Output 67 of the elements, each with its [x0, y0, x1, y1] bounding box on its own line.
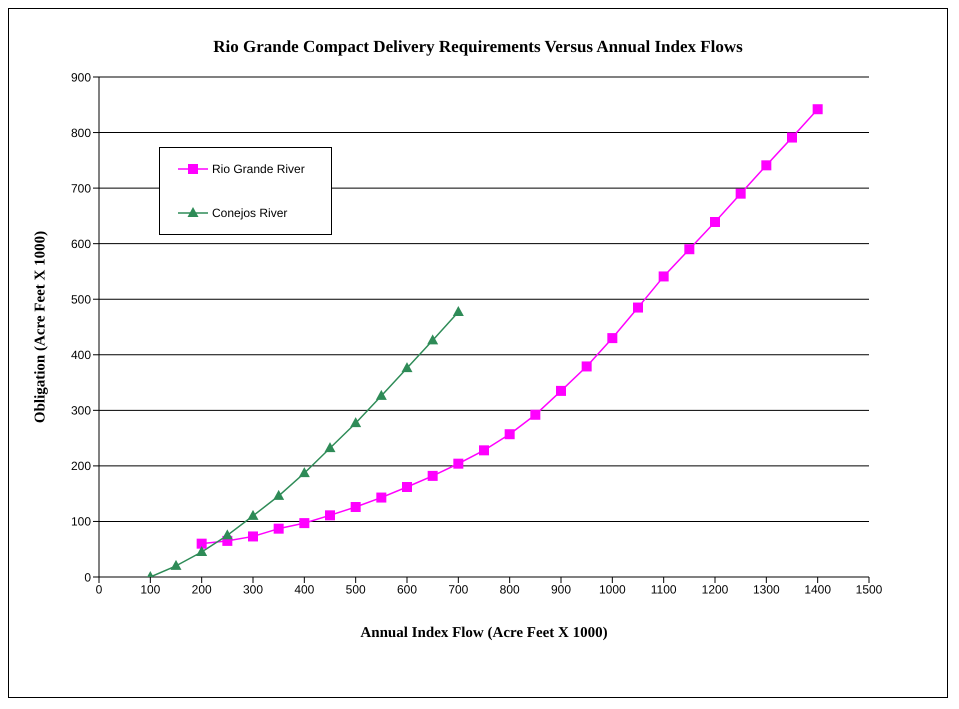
x-tick-label: 1000: [598, 582, 626, 597]
y-tick-label: 100: [70, 514, 92, 529]
x-tick-label: 800: [500, 582, 520, 597]
point: [402, 362, 412, 372]
x-tick-label: 100: [140, 582, 161, 597]
point: [787, 132, 797, 143]
x-tick-label: 400: [294, 582, 315, 597]
point: [299, 518, 310, 528]
point: [428, 470, 438, 481]
point: [582, 361, 592, 372]
x-tick-label: 1200: [702, 582, 729, 597]
point: [812, 104, 823, 114]
x-tick-label: 0: [96, 582, 103, 597]
point: [298, 467, 310, 478]
point: [427, 334, 438, 344]
x-tick-label: 500: [346, 582, 366, 597]
point: [325, 510, 335, 520]
y-tick-label: 900: [70, 70, 92, 84]
point: [376, 390, 387, 400]
legend-label: Rio Grande River: [212, 162, 305, 176]
point: [248, 531, 258, 542]
y-tick-label: 400: [70, 348, 92, 362]
y-tick-label: 500: [70, 292, 92, 306]
point: [350, 502, 361, 512]
x-tick-label: 300: [242, 582, 264, 597]
point: [633, 302, 643, 313]
x-tick-label: 700: [448, 582, 469, 597]
point: [761, 160, 772, 170]
point: [196, 546, 208, 556]
point: [273, 490, 284, 500]
point: [479, 445, 489, 456]
point: [710, 217, 720, 227]
point: [530, 410, 540, 420]
y-tick-label: 800: [70, 126, 92, 140]
x-tick-label: 1300: [752, 582, 780, 597]
y-tick-label: 600: [70, 236, 92, 251]
y-axis-title: Obligation (Acre Feet X 1000): [32, 230, 48, 424]
point: [452, 306, 464, 316]
point: [170, 560, 182, 570]
x-tick-label: 1400: [804, 582, 832, 597]
point: [248, 510, 258, 520]
chart-title: Rio Grande Compact Delivery Requirements Versus Annual Index Flows: [212, 37, 744, 57]
point: [222, 529, 233, 540]
x-tick-label: 900: [550, 582, 572, 597]
point: [402, 482, 412, 492]
point: [658, 271, 669, 282]
x-axis-title: Annual Index Flow (Acre Feet X 1000): [360, 625, 608, 641]
legend-label: Conejos River: [212, 206, 288, 220]
y-tick-label: 300: [70, 404, 92, 418]
y-tick-label: 200: [70, 459, 92, 474]
point: [196, 538, 207, 549]
point: [453, 458, 464, 469]
x-tick-label: 600: [396, 582, 418, 597]
y-tick-label: 700: [70, 181, 92, 196]
point: [274, 524, 284, 534]
point: [684, 244, 694, 254]
point: [736, 188, 746, 199]
x-tick-label: 1500: [856, 582, 883, 597]
x-tick-label: 1100: [650, 582, 677, 597]
point: [607, 333, 618, 344]
point: [556, 386, 566, 396]
point: [324, 442, 336, 452]
x-tick-label: 200: [192, 582, 212, 597]
point: [504, 429, 515, 440]
point: [350, 417, 362, 428]
y-tick-label: 0: [84, 570, 92, 584]
point: [376, 492, 386, 503]
